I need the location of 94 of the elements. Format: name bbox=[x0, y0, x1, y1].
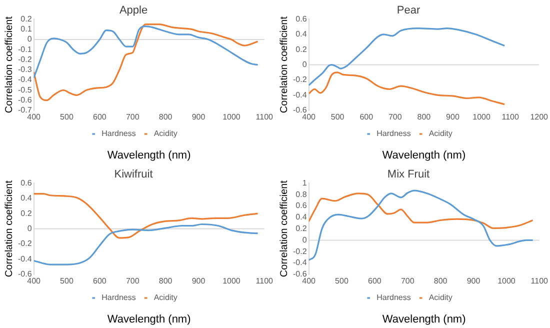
y-tick-label: 0 bbox=[302, 235, 308, 244]
y-axis-title: Correlation coefficient bbox=[4, 16, 15, 114]
y-tick-label: 0.4 bbox=[296, 212, 308, 222]
x-tick-label: 900 bbox=[466, 276, 481, 286]
x-tick-label: 700 bbox=[126, 112, 140, 122]
x-tick-label: 700 bbox=[400, 276, 415, 286]
y-tick-label: -0.2 bbox=[292, 75, 308, 84]
y-tick-label: 0.2 bbox=[296, 224, 308, 234]
y-tick-label: 0 bbox=[27, 224, 32, 234]
x-tick-label: 500 bbox=[330, 112, 345, 122]
x-tick-label: 1000 bbox=[222, 276, 241, 286]
y-tick-label: -0.1 bbox=[18, 44, 32, 54]
y-tick-label: 0 bbox=[27, 34, 32, 44]
y-tick-label: 0.4 bbox=[20, 194, 32, 203]
legend-label: Hardness bbox=[376, 129, 411, 138]
x-axis-title: Wavelength (nm) bbox=[382, 314, 466, 326]
x-tick-label: 600 bbox=[92, 276, 107, 286]
y-tick-label: 0.6 bbox=[296, 14, 308, 24]
line-series bbox=[34, 223, 259, 266]
y-tick-label: 0.6 bbox=[296, 201, 308, 210]
x-tick-label: 900 bbox=[192, 112, 206, 122]
x-tick-label: 1000 bbox=[498, 276, 516, 286]
legend-label: Hardness bbox=[376, 293, 411, 302]
chart-title: Mix Fruit bbox=[387, 168, 430, 181]
legend-label: Acidity bbox=[154, 129, 178, 138]
y-tick-label: -0.2 bbox=[18, 54, 32, 64]
x-tick-label: 600 bbox=[368, 276, 382, 286]
y-tick-label: 0.2 bbox=[20, 14, 32, 24]
x-tick-label: 1100 bbox=[256, 112, 274, 122]
line-series bbox=[308, 72, 506, 106]
legend-label: Hardness bbox=[102, 129, 136, 138]
y-tick-label: 0 bbox=[302, 60, 308, 70]
legend-label: Acidity bbox=[154, 293, 178, 302]
x-tick-label: 800 bbox=[158, 112, 173, 122]
y-tick-label: -0.2 bbox=[292, 246, 308, 256]
x-axis-title: Wavelength (nm) bbox=[382, 150, 466, 162]
x-tick-label: 700 bbox=[388, 112, 402, 122]
y-tick-label: -0.7 bbox=[18, 106, 32, 115]
x-tick-label: 800 bbox=[434, 276, 448, 286]
chart-title: Apple bbox=[119, 4, 148, 17]
y-tick-label: 0.1 bbox=[20, 24, 32, 34]
y-tick-label: -0.4 bbox=[292, 258, 308, 268]
x-tick-label: 1000 bbox=[222, 112, 241, 122]
x-tick-label: 800 bbox=[417, 112, 432, 122]
y-axis-title: Correlation coefficient bbox=[278, 16, 290, 114]
y-tick-label: -0.5 bbox=[18, 85, 32, 94]
y-tick-label: -0.4 bbox=[18, 254, 32, 264]
y-tick-label: -0.6 bbox=[292, 270, 308, 279]
x-tick-label: 600 bbox=[360, 112, 374, 122]
x-tick-label: 600 bbox=[92, 112, 107, 122]
line-series bbox=[308, 28, 506, 86]
x-tick-label: 900 bbox=[192, 276, 206, 286]
y-tick-label: -0.4 bbox=[292, 90, 308, 100]
x-tick-label: 500 bbox=[60, 112, 74, 122]
line-series bbox=[308, 190, 534, 261]
line-series bbox=[34, 193, 259, 239]
x-tick-label: 700 bbox=[126, 276, 140, 286]
legend-label: Acidity bbox=[428, 129, 452, 138]
y-tick-label: 0.2 bbox=[20, 208, 32, 218]
x-tick-label: 400 bbox=[27, 112, 42, 122]
y-tick-label: -0.6 bbox=[292, 106, 308, 115]
y-tick-label: -0.6 bbox=[18, 270, 32, 279]
y-tick-label: 0.4 bbox=[296, 30, 308, 39]
x-tick-label: 500 bbox=[335, 276, 349, 286]
x-axis-title: Wavelength (nm) bbox=[107, 150, 191, 162]
y-tick-label: -0.2 bbox=[18, 239, 32, 248]
line-series bbox=[308, 192, 534, 230]
y-tick-label: 0.8 bbox=[296, 190, 308, 199]
legend-label: Hardness bbox=[102, 293, 136, 302]
x-tick-label: 800 bbox=[158, 276, 173, 286]
y-tick-label: 0.6 bbox=[20, 178, 32, 188]
line-series bbox=[34, 25, 259, 79]
x-tick-label: 900 bbox=[446, 112, 460, 122]
line-series bbox=[34, 23, 259, 102]
y-tick-label: 1 bbox=[302, 178, 308, 188]
legend-label: Acidity bbox=[428, 293, 452, 302]
x-tick-label: 400 bbox=[27, 276, 42, 286]
y-tick-label: -0.6 bbox=[18, 95, 32, 104]
x-tick-label: 400 bbox=[302, 276, 316, 286]
x-axis-title: Wavelength (nm) bbox=[107, 314, 191, 326]
x-tick-label: 400 bbox=[302, 112, 316, 122]
y-tick-label: -0.4 bbox=[18, 75, 32, 84]
y-axis-title: Correlation coefficient bbox=[278, 180, 290, 278]
x-tick-label: 1000 bbox=[472, 112, 491, 122]
chart-title: Kiwifruit bbox=[114, 168, 153, 181]
x-tick-label: 1100 bbox=[502, 112, 520, 122]
x-tick-label: 1100 bbox=[256, 276, 274, 286]
y-tick-label: 0.2 bbox=[296, 44, 308, 54]
x-tick-label: 1100 bbox=[530, 276, 549, 286]
y-tick-label: -0.3 bbox=[18, 65, 32, 74]
y-axis-title: Correlation coefficient bbox=[4, 180, 15, 278]
chart-title: Pear bbox=[396, 4, 420, 17]
x-tick-label: 1200 bbox=[530, 112, 549, 122]
x-tick-label: 500 bbox=[60, 276, 74, 286]
